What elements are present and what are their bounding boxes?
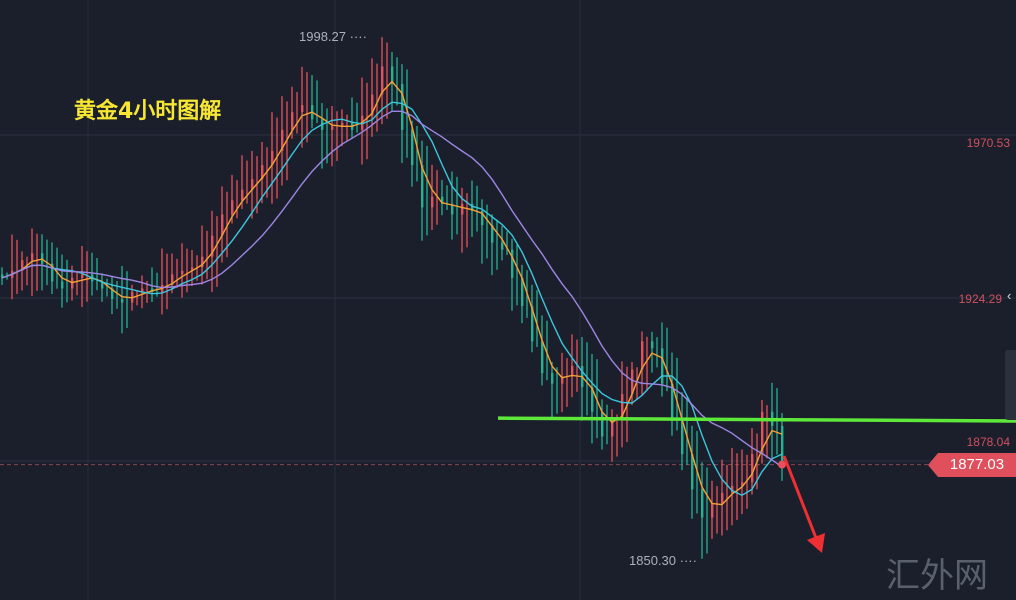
candle-body bbox=[391, 66, 394, 84]
y-tick-label: 1970.53 bbox=[966, 136, 1010, 150]
candle-body bbox=[451, 203, 454, 215]
moving-average-line-3 bbox=[1, 80, 783, 506]
candle-body bbox=[601, 411, 604, 437]
candle-body bbox=[411, 129, 414, 166]
down-arrow-head bbox=[807, 533, 825, 553]
candle-body bbox=[331, 126, 334, 130]
candle-body bbox=[641, 341, 644, 370]
candle-body bbox=[731, 485, 734, 493]
candle-body bbox=[181, 270, 184, 275]
candle-body bbox=[31, 253, 34, 261]
side-scroll-handle[interactable] bbox=[1005, 350, 1016, 420]
candle-body bbox=[121, 299, 124, 303]
candle-body bbox=[1, 274, 4, 278]
candle-body bbox=[221, 214, 224, 236]
candle-body bbox=[531, 306, 534, 342]
candle-body bbox=[551, 373, 554, 384]
candle-body bbox=[371, 94, 374, 116]
high-label: 1998.27 ···· bbox=[299, 29, 367, 44]
candle-body bbox=[781, 425, 784, 465]
candle-body bbox=[51, 263, 54, 282]
candle-body bbox=[511, 249, 514, 278]
candle-body bbox=[671, 383, 674, 419]
low-label: 1850.30 ···· bbox=[629, 553, 697, 568]
candle-body bbox=[251, 179, 254, 190]
candle-body bbox=[651, 341, 654, 349]
candle-body bbox=[61, 281, 64, 289]
candle-body bbox=[141, 288, 144, 292]
candle-body bbox=[711, 503, 714, 518]
candle-body bbox=[621, 394, 624, 419]
y-tick-label: 1878.04 bbox=[966, 435, 1010, 449]
candle-body bbox=[21, 260, 24, 271]
moving-average-line-6 bbox=[1, 101, 783, 496]
candle-body bbox=[661, 348, 664, 384]
moving-average-line-12 bbox=[1, 110, 783, 468]
candle-body bbox=[681, 418, 684, 455]
candle-body bbox=[431, 196, 434, 208]
candle-body bbox=[281, 129, 284, 151]
candle-body bbox=[541, 341, 544, 374]
candle-body bbox=[701, 489, 704, 518]
candle-body bbox=[611, 418, 614, 437]
chart-title: 黄金4小时图解 bbox=[74, 99, 222, 124]
candle-body bbox=[561, 376, 564, 384]
candle-body bbox=[241, 189, 244, 201]
last-price-dot bbox=[778, 460, 786, 469]
candle-body bbox=[101, 281, 104, 289]
candle-body bbox=[631, 369, 634, 395]
candle-body bbox=[571, 365, 574, 377]
candle-body bbox=[341, 122, 344, 127]
candle-body bbox=[441, 196, 444, 204]
candle-body bbox=[421, 165, 424, 208]
candle-body bbox=[501, 242, 504, 250]
down-arrow-shaft bbox=[782, 455, 818, 539]
candle-body bbox=[741, 482, 744, 486]
candle-body bbox=[271, 150, 274, 166]
candle-body bbox=[191, 267, 194, 271]
candle-body bbox=[381, 66, 384, 95]
candle-body bbox=[721, 492, 724, 504]
candle-body bbox=[261, 165, 264, 180]
watermark-logo: 汇外网 bbox=[886, 556, 988, 596]
high-value: 1998.27 bbox=[299, 29, 346, 44]
low-value: 1850.30 bbox=[629, 553, 676, 568]
candle-body bbox=[171, 274, 174, 285]
last-price-tag: 1877.03 bbox=[928, 453, 1016, 477]
support-line bbox=[497, 416, 1016, 423]
candle-body bbox=[761, 411, 764, 455]
candle-body bbox=[521, 277, 524, 307]
candle-body bbox=[201, 256, 204, 268]
candle-body bbox=[291, 112, 294, 130]
candle-body bbox=[471, 203, 474, 211]
candle-body bbox=[591, 387, 594, 412]
candle-body bbox=[481, 210, 484, 225]
candle-body bbox=[691, 454, 694, 490]
candle-body bbox=[301, 105, 304, 113]
y-tick-label: 1924.29 bbox=[958, 292, 1002, 306]
candle-body bbox=[231, 200, 234, 215]
candle-body bbox=[461, 203, 464, 215]
candle-body bbox=[111, 288, 114, 300]
collapse-chevron-icon[interactable]: ‹ bbox=[1007, 288, 1012, 303]
candle-body bbox=[81, 274, 84, 278]
candle-body bbox=[401, 83, 404, 130]
candle-body bbox=[751, 454, 754, 483]
candle-body bbox=[491, 224, 494, 243]
candle-body bbox=[211, 235, 214, 257]
